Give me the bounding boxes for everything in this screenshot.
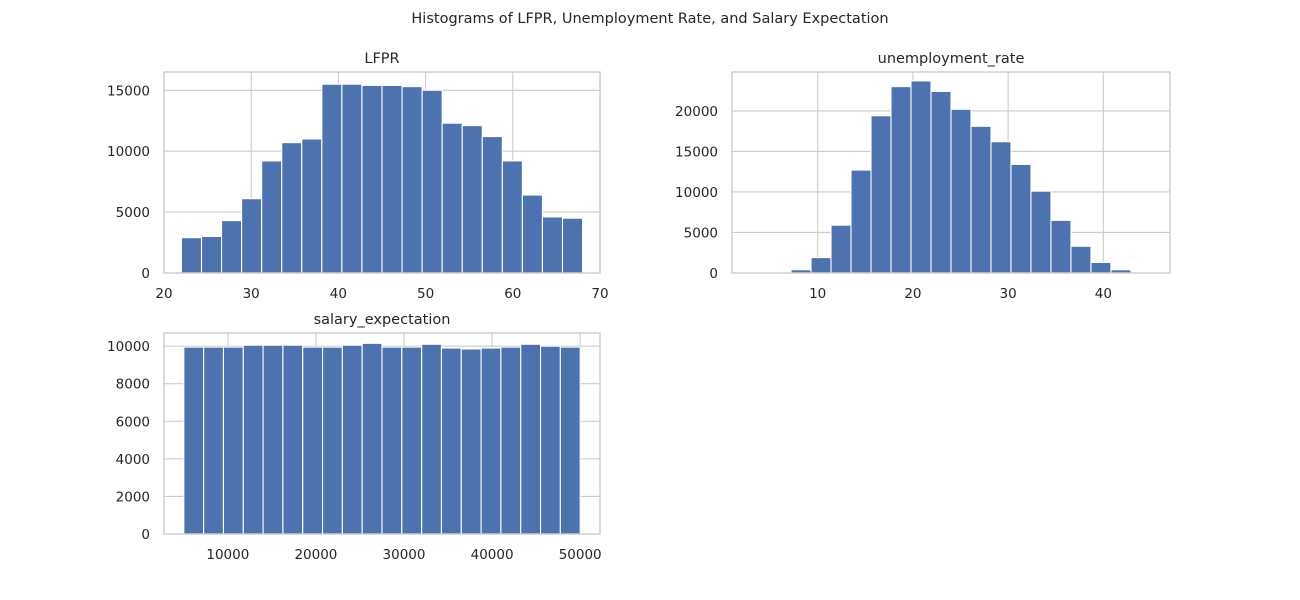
salary-expectation-histogram-bar [559, 346, 581, 535]
salary-expectation-x-tick-label: 30000 [383, 547, 426, 563]
salary-expectation-histogram-bar [262, 344, 284, 535]
salary-expectation-histogram-bar [480, 347, 502, 535]
figure-title: Histograms of LFPR, Unemployment Rate, a… [411, 11, 888, 27]
unemployment-rate-histogram-bar [850, 169, 872, 274]
lfpr-histogram-bar [441, 122, 463, 274]
lfpr-histogram-bar [561, 217, 584, 274]
salary-expectation-histogram-bar [203, 346, 225, 535]
salary-expectation-histogram-bar [440, 347, 462, 535]
lfpr-x-tick-label: 50 [417, 286, 434, 302]
lfpr-histogram-bar [301, 138, 323, 274]
lfpr-y-tick-label: 10000 [107, 144, 150, 160]
salary-expectation-histogram-bar [321, 346, 343, 535]
salary-expectation-y-tick-label: 8000 [116, 377, 150, 393]
unemployment-rate-x-tick-label: 30 [1000, 286, 1017, 302]
unemployment-rate-histogram-bar [930, 90, 952, 274]
unemployment-rate-histogram-bar [870, 115, 892, 274]
lfpr-histogram-bar [281, 142, 303, 274]
salary-expectation-histogram-bar [520, 343, 542, 535]
lfpr-x-tick-label: 70 [591, 286, 608, 302]
unemployment-rate-plot-frame [731, 71, 1171, 274]
lfpr-y-tick-label: 5000 [116, 205, 150, 221]
unemployment-rate-y-tick-label: 0 [709, 266, 718, 282]
lfpr-histogram-bar [541, 216, 564, 274]
lfpr-x-tick-label: 30 [243, 286, 260, 302]
unemployment-rate-x-tick-label: 40 [1095, 286, 1112, 302]
salary-expectation-x-tick-label: 40000 [471, 547, 514, 563]
unemployment-rate-histogram-bar [910, 80, 932, 274]
unemployment-rate-histogram-bar [970, 125, 992, 274]
unemployment-rate-histogram-bar [1010, 163, 1032, 274]
lfpr-histogram-bar [221, 220, 243, 274]
salary-expectation-histogram-bar [381, 346, 403, 535]
lfpr-histogram-panel: 20 30 40 50 60 70 0 5000 10000 15000 LFPR [107, 51, 609, 302]
lfpr-histogram-bar [501, 160, 523, 274]
unemployment-rate-histogram-bar [1090, 261, 1112, 274]
salary-expectation-y-tick-label: 0 [141, 527, 150, 543]
salary-expectation-x-tick-label: 10000 [206, 547, 249, 563]
lfpr-y-tick-label: 0 [141, 266, 150, 282]
unemployment-rate-histogram-panel: 10 20 30 40 0 5000 10000 15000 20000 unemployment… [675, 51, 1171, 302]
lfpr-y-tick-label: 15000 [107, 83, 150, 99]
salary-expectation-histogram-bar [341, 344, 363, 535]
unemployment-rate-y-tick-label: 15000 [675, 144, 718, 160]
salary-expectation-histogram-bar [500, 346, 522, 535]
unemployment-rate-histogram-bar [830, 224, 852, 274]
lfpr-x-tick-label: 60 [504, 286, 521, 302]
salary-expectation-histogram-bar [222, 346, 244, 535]
lfpr-panel-title: LFPR [364, 51, 399, 67]
unemployment-rate-histogram-bar [810, 257, 832, 274]
lfpr-histogram-bar [241, 198, 263, 274]
salary-expectation-histogram-bar [183, 346, 205, 535]
salary-expectation-histogram-panel: 10000 20000 30000 40000 50000 0 2000 4000 6000 80… [107, 312, 602, 563]
lfpr-histogram-bar [200, 235, 223, 274]
unemployment-rate-histogram-bar [890, 86, 912, 274]
unemployment-rate-histogram-bar [1030, 190, 1052, 274]
salary-expectation-y-tick-label: 10000 [107, 339, 150, 355]
unemployment-rate-y-tick-label: 20000 [675, 104, 718, 120]
lfpr-histogram-bar [381, 84, 403, 274]
salary-expectation-histogram-bar [539, 345, 561, 535]
lfpr-histogram-bar [521, 194, 543, 274]
salary-expectation-histogram-bar [421, 343, 443, 535]
lfpr-plot-frame [163, 71, 601, 274]
salary-expectation-y-tick-label: 6000 [116, 414, 150, 430]
salary-expectation-x-tick-label: 20000 [294, 547, 337, 563]
salary-expectation-histogram-bar [282, 344, 304, 535]
lfpr-x-tick-label: 40 [330, 286, 347, 302]
lfpr-histogram-bar [481, 136, 503, 274]
lfpr-histogram-bar [401, 86, 423, 274]
lfpr-histogram-bar [421, 89, 443, 274]
unemployment-rate-y-tick-label: 5000 [684, 225, 718, 241]
unemployment-rate-histogram-bar [1070, 245, 1092, 274]
salary-expectation-histogram-bar [361, 342, 383, 535]
salary-expectation-plot-frame [163, 332, 601, 535]
salary-expectation-y-tick-label: 2000 [116, 489, 150, 505]
lfpr-x-tick-label: 20 [155, 286, 172, 302]
lfpr-histogram-bar [461, 125, 483, 274]
salary-expectation-histogram-bar [401, 346, 423, 535]
lfpr-histogram-bar [341, 83, 363, 274]
lfpr-histogram-bar [180, 237, 203, 274]
unemployment-rate-histogram-bar [990, 141, 1012, 274]
salary-expectation-histogram-bar [460, 348, 482, 535]
unemployment-rate-histogram-bar [950, 108, 972, 274]
lfpr-histogram-bar [321, 83, 343, 274]
lfpr-histogram-bar [361, 84, 383, 274]
unemployment-rate-y-tick-label: 10000 [675, 185, 718, 201]
unemployment-rate-histogram-bar [1050, 219, 1072, 274]
unemployment-rate-x-tick-label: 10 [809, 286, 826, 302]
unemployment-rate-panel-title: unemployment_rate [878, 51, 1025, 67]
salary-expectation-panel-title: salary_expectation [314, 312, 451, 328]
salary-expectation-x-tick-label: 50000 [559, 547, 602, 563]
salary-expectation-histogram-bar [242, 344, 264, 535]
salary-expectation-y-tick-label: 4000 [116, 452, 150, 468]
lfpr-histogram-bar [261, 160, 283, 274]
salary-expectation-histogram-bar [302, 346, 324, 535]
unemployment-rate-x-tick-label: 20 [904, 286, 921, 302]
